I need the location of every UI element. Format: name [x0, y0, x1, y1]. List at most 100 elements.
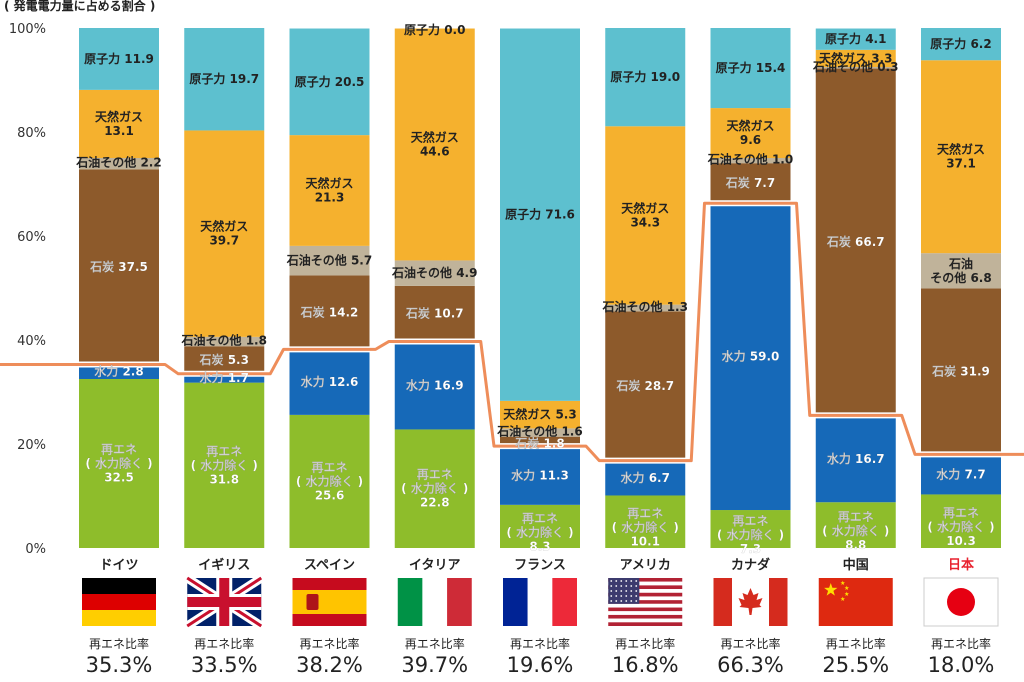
y-axis-title: ( 発電電力量に占める割合 )	[4, 0, 155, 13]
data-label-oil: 石油	[948, 256, 973, 271]
renewable-ratio-value: 33.5%	[191, 653, 258, 677]
bar-segment-nuclear	[710, 28, 791, 109]
data-label-oil: その他 6.8	[930, 270, 991, 285]
data-label-coal: 石炭 28.7	[615, 378, 674, 393]
data-label-oil: 石油その他 1.8	[181, 333, 267, 348]
spain-flag	[292, 578, 367, 626]
x-tick-label: ドイツ	[99, 558, 138, 573]
data-label-renew: 再エネ	[943, 506, 979, 520]
bar-segment-gas	[710, 108, 791, 158]
bar-segment-renew	[79, 379, 159, 548]
bar-segment-oil	[710, 158, 791, 164]
data-label-gas: 21.3	[315, 191, 345, 205]
data-label-nuclear: 原子力 6.2	[930, 36, 991, 51]
bar-segment-coal	[815, 68, 896, 416]
data-label-gas: 39.7	[209, 234, 239, 248]
bar-segment-oil	[79, 158, 159, 170]
bar-segment-renew	[289, 414, 370, 548]
renewable-ratio-label: 再エネ比率	[89, 636, 149, 651]
germany-flag	[82, 578, 156, 626]
bar-4	[500, 28, 580, 548]
renewable-ratio-value: 35.3%	[86, 653, 153, 677]
bar-segment-oil	[394, 260, 475, 286]
data-label-gas: 天然ガス 3.3	[819, 50, 892, 65]
data-label-hydro: 水力 6.7	[621, 470, 670, 485]
bar-segment-hydro	[921, 454, 1001, 495]
data-label-gas: 9.6	[740, 133, 761, 147]
bar-segment-oil	[921, 253, 1001, 289]
data-label-renew: ( 水力除く )	[822, 523, 889, 538]
data-label-renew: 10.3	[946, 534, 976, 548]
bar-segment-gas	[921, 60, 1001, 254]
bar-segment-nuclear	[605, 28, 686, 127]
data-label-coal: 石炭 5.3	[199, 352, 249, 367]
canada-flag	[713, 578, 788, 626]
data-label-renew: ( 水力除く )	[296, 473, 363, 488]
data-label-gas: 34.3	[630, 215, 660, 229]
x-tick-label: フランス	[514, 558, 566, 573]
data-label-renew: ( 水力除く )	[191, 457, 258, 472]
data-label-hydro: 水力 59.0	[722, 349, 780, 364]
data-label-renew: 再エネ	[206, 444, 242, 458]
renewable-ratio-value: 18.0%	[928, 653, 995, 677]
bar-0	[79, 28, 159, 548]
data-label-renew: 31.8	[209, 472, 239, 486]
y-tick-label: 20%	[17, 438, 46, 453]
bar-6	[710, 28, 791, 548]
data-label-renew: 8.3	[529, 539, 550, 553]
bar-segment-renew	[921, 494, 1001, 548]
data-label-renew: ( 水力除く )	[506, 524, 573, 539]
italy-flag	[397, 578, 472, 626]
data-label-nuclear: 原子力 0.0	[404, 22, 465, 37]
data-label-renew: 8.8	[845, 538, 866, 552]
bar-segment-hydro	[394, 341, 475, 430]
bar-5	[605, 28, 686, 548]
bar-segment-oil	[289, 245, 370, 276]
data-label-renew: 再エネ	[101, 443, 137, 457]
data-label-gas: 天然ガス 5.3	[503, 407, 576, 422]
bar-segment-renew	[184, 382, 265, 548]
bar-segment-renew	[394, 429, 475, 548]
bar-segment-coal	[184, 346, 265, 374]
bar-segment-nuclear	[815, 28, 896, 50]
data-label-nuclear: 原子力 4.1	[825, 31, 886, 46]
bar-segment-nuclear	[79, 28, 159, 90]
data-label-renew: ( 水力除く )	[717, 527, 784, 542]
data-label-oil: 石油その他 1.6	[496, 424, 582, 439]
x-tick-label: スペイン	[304, 558, 355, 573]
data-label-coal: 石炭 1.8	[514, 435, 564, 450]
renewable-ratio-value: 66.3%	[717, 653, 784, 677]
bar-segment-coal	[394, 285, 475, 342]
data-label-coal: 石炭 7.7	[725, 175, 775, 190]
data-label-nuclear: 原子力 19.7	[189, 71, 259, 86]
y-tick-label: 80%	[17, 126, 46, 141]
data-label-renew: 再エネ	[627, 507, 663, 521]
renewable-ratio-value: 39.7%	[401, 653, 468, 677]
data-label-hydro: 水力 2.8	[94, 364, 143, 379]
x-tick-label: イタリア	[409, 558, 460, 573]
bar-7	[815, 28, 896, 548]
x-tick-label: イギリス	[198, 557, 250, 573]
bar-segment-renew	[815, 502, 896, 548]
data-label-renew: 再エネ	[417, 468, 453, 482]
bar-2	[289, 28, 370, 548]
renewable-ratio-label: 再エネ比率	[194, 636, 254, 651]
japan-flag	[923, 577, 999, 627]
renewable-ratio-label: 再エネ比率	[615, 636, 675, 651]
data-label-renew: 再エネ	[522, 511, 558, 525]
data-label-oil: 石油その他 4.9	[391, 265, 477, 280]
bar-segment-gas	[394, 28, 475, 261]
data-label-gas: 天然ガス	[621, 200, 669, 215]
bar-segment-oil	[184, 336, 265, 347]
bar-segment-nuclear	[921, 28, 1001, 61]
data-label-nuclear: 原子力 11.9	[84, 51, 154, 66]
bar-segment-nuclear	[500, 28, 580, 401]
china-flag	[818, 578, 893, 626]
data-label-renew: ( 水力除く )	[612, 520, 679, 535]
data-label-nuclear: 原子力 19.0	[610, 69, 680, 84]
renewable-ratio-label: 再エネ比率	[510, 636, 570, 651]
data-label-hydro: 水力 1.7	[200, 370, 249, 385]
data-label-nuclear: 原子力 20.5	[295, 74, 365, 89]
data-label-renew: ( 水力除く )	[927, 519, 994, 534]
renewable-ratio-label: 再エネ比率	[299, 636, 359, 651]
